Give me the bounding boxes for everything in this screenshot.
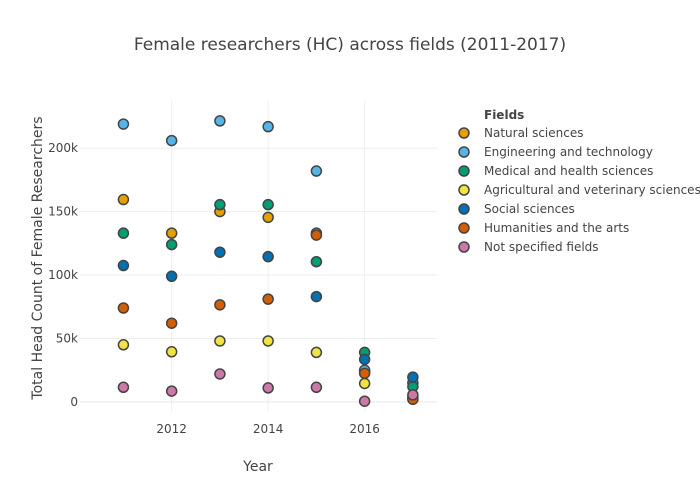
data-point[interactable] — [117, 259, 130, 272]
data-point[interactable] — [262, 120, 274, 133]
legend-label[interactable]: Humanities and the arts — [484, 221, 629, 235]
data-point[interactable] — [117, 118, 130, 130]
legend-label[interactable]: Medical and health sciences — [484, 164, 653, 178]
legend-marker[interactable] — [458, 222, 470, 234]
data-point[interactable] — [310, 381, 323, 394]
legend-marker[interactable] — [458, 241, 470, 253]
chart-title: Female researchers (HC) across fields (2… — [134, 35, 566, 55]
data-point[interactable] — [165, 270, 178, 283]
data-point[interactable] — [165, 227, 178, 239]
data-point[interactable] — [165, 346, 178, 358]
data-point[interactable] — [262, 293, 274, 305]
data-point[interactable] — [214, 368, 226, 380]
data-point[interactable] — [214, 198, 226, 211]
data-point[interactable] — [407, 371, 419, 383]
data-point[interactable] — [165, 317, 178, 329]
data-point[interactable] — [262, 250, 274, 263]
legend-marker[interactable] — [458, 146, 470, 158]
data-point[interactable] — [165, 238, 178, 251]
y-tick-label: 200k — [48, 141, 78, 155]
legend-marker[interactable] — [458, 203, 470, 215]
data-point[interactable] — [214, 335, 226, 347]
data-point[interactable] — [262, 211, 274, 224]
data-point[interactable] — [117, 302, 130, 314]
x-tick-label: 2016 — [349, 422, 380, 436]
data-point[interactable] — [117, 339, 130, 351]
y-tick-label: 0 — [70, 395, 78, 409]
y-axis-title: Total Head Count of Female Researchers — [30, 116, 46, 400]
tick-layer: 2012 2014 2016 0 50k 100k 150k 200k — [48, 141, 380, 436]
y-tick-label: 100k — [48, 268, 78, 282]
data-point[interactable] — [165, 134, 178, 147]
data-point[interactable] — [310, 290, 323, 303]
data-point[interactable] — [358, 353, 371, 366]
x-axis-title: Year — [242, 459, 273, 475]
data-point[interactable] — [214, 115, 226, 127]
x-tick-label: 2014 — [253, 422, 284, 436]
data-point[interactable] — [310, 229, 323, 241]
data-point[interactable] — [214, 299, 226, 311]
data-point[interactable] — [262, 335, 274, 347]
legend-label[interactable]: Agricultural and veterinary sciences — [484, 183, 700, 197]
data-point[interactable] — [310, 255, 323, 268]
data-point[interactable] — [262, 382, 274, 394]
legend-marker[interactable] — [458, 165, 470, 177]
data-point[interactable] — [165, 385, 178, 397]
legend: Fields Natural sciences Engineering and t… — [458, 108, 700, 254]
legend-label[interactable]: Not specified fields — [484, 240, 599, 254]
data-point[interactable] — [117, 227, 130, 239]
data-point[interactable] — [214, 246, 226, 258]
point-layer — [117, 115, 419, 407]
legend-title: Fields — [484, 108, 524, 122]
x-tick-label: 2012 — [156, 422, 187, 436]
data-point[interactable] — [358, 395, 371, 407]
y-tick-label: 50k — [56, 331, 78, 345]
data-point[interactable] — [310, 346, 323, 359]
legend-label[interactable]: Social sciences — [484, 202, 575, 216]
data-point[interactable] — [117, 381, 130, 394]
data-point[interactable] — [358, 377, 371, 390]
data-point[interactable] — [358, 367, 371, 380]
legend-label[interactable]: Natural sciences — [484, 126, 583, 140]
data-point[interactable] — [407, 389, 419, 401]
data-point[interactable] — [310, 165, 323, 177]
legend-marker[interactable] — [458, 184, 470, 196]
legend-marker[interactable] — [458, 127, 470, 139]
data-point[interactable] — [117, 193, 130, 206]
y-tick-label: 150k — [48, 205, 78, 219]
legend-label[interactable]: Engineering and technology — [484, 145, 653, 159]
data-point[interactable] — [262, 198, 274, 211]
